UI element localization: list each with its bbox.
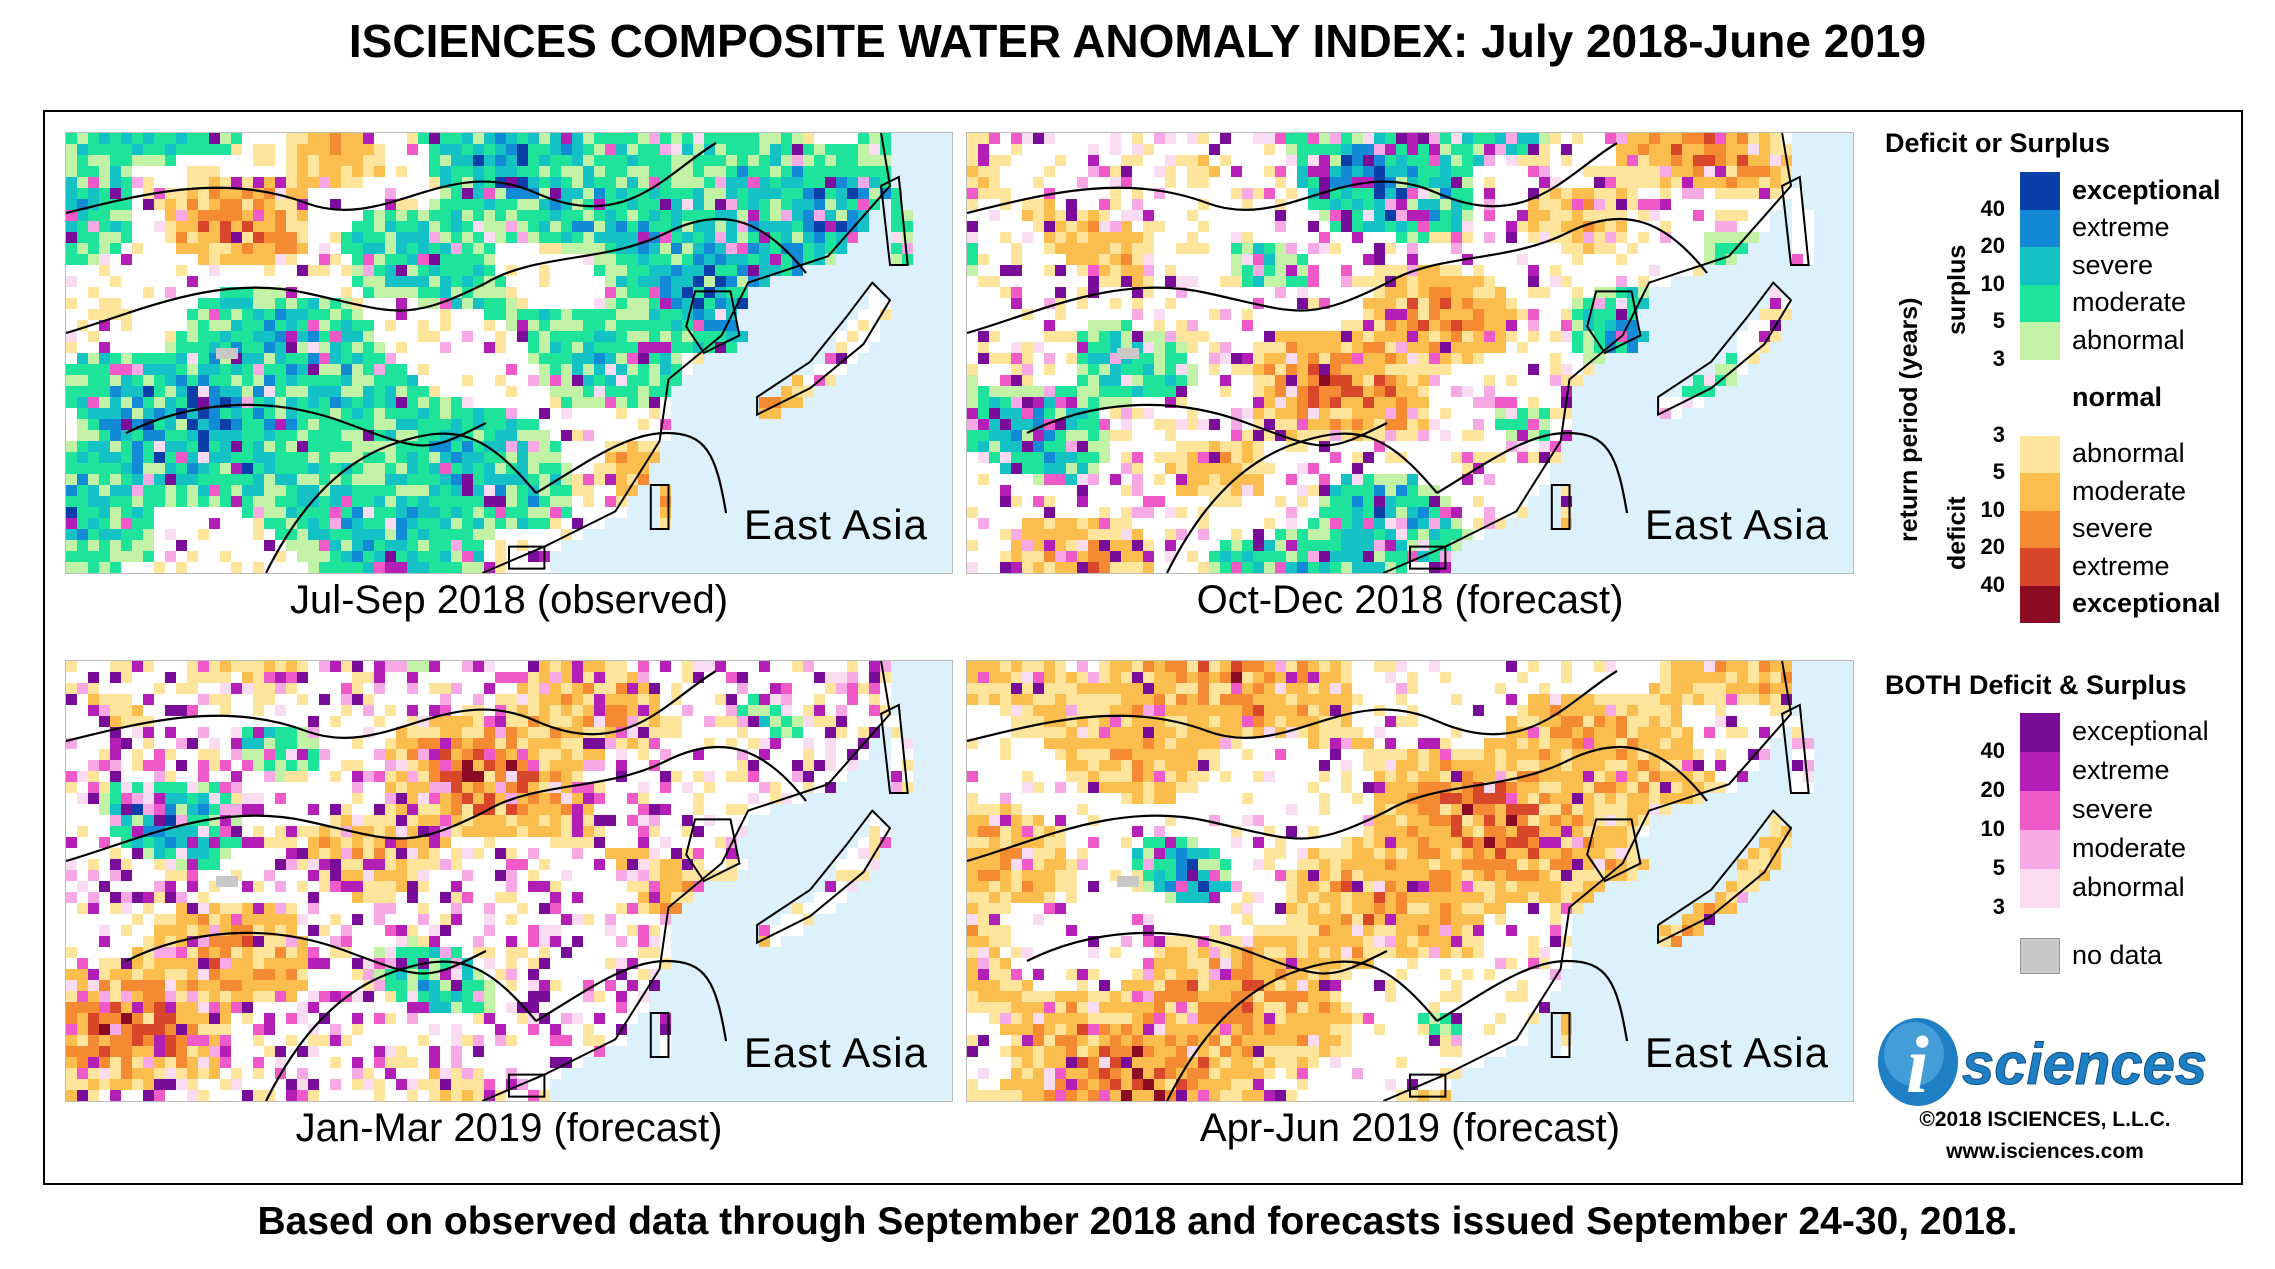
region-label: East Asia (743, 1029, 928, 1076)
legend-axis-label: return period (years) (1895, 297, 1923, 542)
legend-swatch-surplus-4 (2020, 322, 2060, 360)
legend-label-both-3: moderate (2072, 833, 2187, 863)
legend-tick-both: 5 (1992, 855, 2005, 880)
country-borders (66, 661, 909, 1101)
legend-tick-deficit: 40 (1980, 571, 2005, 597)
anomaly-map (967, 133, 1814, 573)
legend-tick-surplus: 5 (1992, 308, 2005, 333)
legend-label-deficit-3: extreme (2072, 550, 2170, 581)
panel-caption: Jan-Mar 2019 (forecast) (295, 1106, 723, 1150)
map-panel-jan-mar-2019: East Asia (65, 660, 953, 1102)
legend-label-surplus-4: abnormal (2072, 324, 2185, 355)
legend-title-deficit-surplus: Deficit or Surplus (1885, 128, 2111, 158)
legend-swatch-both-3 (2020, 830, 2060, 869)
legend-swatch-both-1 (2020, 752, 2060, 791)
legend-swatch-normal (2020, 359, 2060, 436)
legend-label-both-0: exceptional (2072, 716, 2209, 746)
website-link[interactable]: www.isciences.com (1946, 1140, 2144, 1163)
anomaly-map (967, 661, 1814, 1101)
logo-text: sciences (1962, 1032, 2207, 1097)
legend-label-normal: normal (2072, 381, 2163, 412)
legend-swatch-no-data (2020, 938, 2060, 974)
footer-note: Based on observed data through September… (257, 1200, 2018, 1243)
legend-label-deficit-4: exceptional (2072, 588, 2221, 619)
legend-swatch-surplus-2 (2020, 247, 2060, 285)
legend-label-deficit-0: abnormal (2072, 438, 2185, 469)
region-label: East Asia (1644, 501, 1829, 548)
copyright-text: ©2018 ISCIENCES, L.L.C. (1919, 1108, 2171, 1131)
anomaly-map (66, 661, 913, 1101)
legend-tick-deficit: 10 (1980, 496, 2005, 522)
legend-tick-both: 3 (1992, 894, 2005, 919)
legend-swatch-both-2 (2020, 791, 2060, 830)
panel-caption: Jul-Sep 2018 (observed) (289, 578, 729, 622)
legend-label-surplus-2: severe (2072, 249, 2154, 280)
country-borders (66, 133, 909, 573)
panel-caption: Apr-Jun 2019 (forecast) (1199, 1106, 1621, 1150)
legend-tick-surplus: 40 (1980, 195, 2005, 221)
legend-swatch-deficit-3 (2020, 548, 2060, 586)
legend-tick-surplus: 3 (1992, 345, 2005, 371)
legend-tick-surplus: 10 (1980, 270, 2005, 296)
page-title: ISCIENCES COMPOSITE WATER ANOMALY INDEX:… (348, 15, 1927, 67)
isciences-logo-icon: i sciences (1878, 1018, 2208, 1110)
legend-tick-deficit: 3 (1992, 421, 2005, 447)
figure-frame (43, 110, 2243, 1185)
region-label: East Asia (743, 501, 928, 548)
anomaly-map (66, 133, 913, 573)
legend-swatch-deficit-2 (2020, 510, 2060, 548)
map-panel-oct-dec-2018: East Asia (966, 132, 1854, 574)
legend-tick-surplus: 20 (1980, 233, 2005, 258)
map-panel-jul-sep-2018: East Asia (65, 132, 953, 574)
legend-label-both-1: extreme (2072, 755, 2170, 785)
legend-label-both-4: abnormal (2072, 872, 2185, 902)
legend-swatch-surplus-1 (2020, 209, 2060, 247)
map-panel-apr-jun-2019: East Asia (966, 660, 1854, 1102)
legend-tick-deficit: 20 (1980, 534, 2005, 559)
legend-swatch-surplus-0 (2020, 172, 2060, 210)
legend-label-surplus-1: extreme (2072, 212, 2170, 243)
legend-label-no-data: no data (2072, 940, 2163, 970)
legend-swatch-both-4 (2020, 869, 2060, 908)
panel-caption: Oct-Dec 2018 (forecast) (1196, 578, 1624, 622)
legend-tick-both: 40 (1980, 738, 2005, 763)
legend-swatch-both-0 (2020, 713, 2060, 752)
legend-label-deficit-1: moderate (2072, 475, 2187, 506)
legend-tick-both: 10 (1980, 816, 2005, 841)
legend-swatch-surplus-3 (2020, 284, 2060, 322)
country-borders (967, 661, 1810, 1101)
legend-tick-both: 20 (1980, 777, 2005, 802)
legend-label-both-2: severe (2072, 794, 2154, 824)
logo-letter: i (1906, 1019, 1929, 1110)
legend-label-deficit-2: severe (2072, 513, 2154, 544)
legend-label-surplus-0: exceptional (2072, 174, 2221, 205)
country-borders (967, 133, 1810, 573)
legend-tick-deficit: 5 (1992, 459, 2005, 484)
legend-label-surplus-3: moderate (2072, 287, 2187, 318)
region-label: East Asia (1644, 1029, 1829, 1076)
legend-swatch-deficit-4 (2020, 585, 2060, 623)
legend-swatch-deficit-0 (2020, 435, 2060, 473)
legend-title-both: BOTH Deficit & Surplus (1885, 670, 2187, 700)
legend-swatch-deficit-1 (2020, 473, 2060, 511)
